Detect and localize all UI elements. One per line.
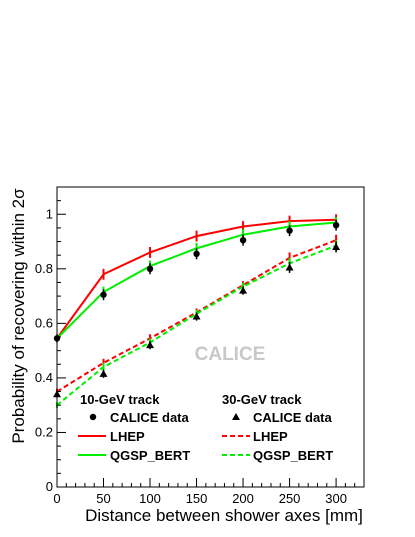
series-qgsp-bert-30gev [56, 240, 338, 408]
x-tick-label: 250 [279, 491, 301, 506]
legend-label-qgsp-30gev: QGSP_BERT [253, 448, 333, 463]
y-axis-label: Probability of recovering within 2σ [9, 188, 28, 444]
watermark: CALICE [195, 344, 266, 365]
y-tick-label: 0.6 [35, 315, 53, 330]
data-point [100, 291, 107, 298]
data-point [193, 250, 200, 258]
plot-frame [56, 186, 365, 488]
legend-marker-data-30gev [232, 413, 240, 420]
x-tick-label: 100 [139, 491, 161, 506]
legend: 10-GeV track 30-GeV track CALICE data LH… [78, 392, 333, 463]
legend-label-lhep-10gev: LHEP [110, 429, 145, 444]
x-tick-label: 150 [186, 491, 208, 506]
y-tick-label: 1 [46, 206, 53, 221]
legend-label-qgsp-10gev: QGSP_BERT [110, 448, 190, 463]
legend-label-data-10gev: CALICE data [110, 410, 190, 425]
legend-title-10gev: 10-GeV track [80, 392, 160, 407]
y-tick-label: 0.4 [35, 370, 53, 385]
legend-marker-data-10gev [89, 413, 97, 421]
data-point [332, 221, 340, 229]
x-tick-label: 0 [53, 491, 60, 506]
data-point [146, 341, 155, 349]
legend-title-30gev: 30-GeV track [222, 392, 302, 407]
data-point [99, 369, 108, 377]
data-point [239, 286, 248, 294]
data-point [192, 312, 201, 320]
x-tick-label: 50 [96, 491, 110, 506]
y-tick-label: 0.8 [35, 261, 53, 276]
data-point [286, 227, 293, 234]
chart-marks [53, 214, 341, 408]
legend-label-lhep-30gev: LHEP [253, 429, 288, 444]
series-line [56, 244, 337, 406]
data-point [239, 236, 247, 244]
axes: 0 50 100 150 200 250 300 0 0.2 0.4 0.6 0.8 1 [35, 186, 365, 506]
x-tick-label: 200 [232, 491, 254, 506]
x-tick-label: 300 [325, 491, 347, 506]
y-tick-label: 0 [46, 479, 53, 494]
x-axis-label: Distance between shower axes [mm] [85, 506, 363, 525]
legend-label-data-30gev: CALICE data [253, 410, 333, 425]
y-tick-label: 0.2 [35, 424, 53, 439]
series-lhep-10gev [56, 214, 338, 342]
data-point [285, 263, 294, 271]
data-point [146, 265, 154, 273]
data-point [332, 243, 341, 250]
